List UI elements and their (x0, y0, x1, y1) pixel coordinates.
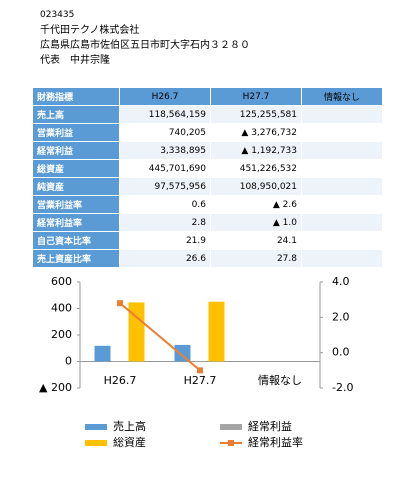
x-tick-label: H27.7 (184, 374, 217, 387)
value-cell: 451,226,532 (210, 159, 302, 178)
label-cell: 営業利益率 (32, 195, 120, 214)
y-tick-label: ▲ 200 (39, 381, 72, 394)
empty-cell (301, 231, 383, 250)
label-cell: 売上資産比率 (32, 249, 120, 268)
legend-swatch (85, 440, 107, 446)
marker (117, 300, 123, 307)
value-cell: 3,338,895 (119, 141, 211, 160)
value-cell: ▲ 3,276,732 (210, 123, 302, 142)
value-cell: 0.6 (119, 195, 211, 214)
value-cell: 97,575,956 (119, 177, 211, 196)
label-cell: 経常利益 (32, 141, 120, 160)
y-tick-label: 0 (65, 355, 72, 368)
bar (191, 361, 208, 362)
row: 経常利益 3,338,895 ▲ 1,192,733 (32, 141, 383, 160)
value-cell: 740,205 (119, 123, 211, 142)
value-cell: ▲ 1.0 (210, 213, 302, 232)
empty-cell (301, 105, 383, 124)
label-cell: 営業利益 (32, 123, 120, 142)
value-cell: 125,255,581 (210, 105, 302, 124)
empty-cell (301, 141, 383, 160)
y2-tick-label: -2.0 (332, 381, 353, 394)
row: 売上高 118,564,159 125,255,581 (32, 105, 383, 124)
label-cell: 総資産 (32, 159, 120, 178)
x-tick-label: H26.7 (104, 374, 137, 387)
y2-tick-label: 0.0 (332, 346, 350, 359)
x-tick-label: 情報なし (258, 374, 302, 387)
y2-tick-label: 4.0 (332, 275, 350, 288)
representative: 代表 中井宗隆 (40, 55, 110, 66)
empty-cell (301, 213, 383, 232)
label-cell: 自己資本比率 (32, 231, 120, 250)
row: 純資産 97,575,956 108,950,021 (32, 177, 383, 196)
bar (174, 344, 191, 362)
value-cell: 445,701,690 (119, 159, 211, 178)
row: 自己資本比率 21.9 24.1 (32, 231, 383, 250)
bar (208, 301, 225, 362)
row: 総資産 445,701,690 451,226,532 (32, 159, 383, 178)
financial-table: 財務指標 H26.7 H27.7 情報なし 売上高 118,564,159 125,255,… (32, 87, 383, 268)
value-cell: 21.9 (119, 231, 211, 250)
row: 営業利益率 0.6 ▲ 2.6 (32, 195, 383, 214)
chart: 600 400 200 0 ▲ 200 4.0 2.0 0.0 -2.0 H26.7 H27.7 情報… (39, 275, 353, 449)
value-cell: 108,950,021 (210, 177, 302, 196)
header-row: 財務指標 H26.7 H27.7 情報なし (32, 87, 383, 106)
header-cell: 財務指標 (32, 87, 120, 106)
company: 千代田テクノ株式会社 (40, 25, 140, 36)
legend-swatch (220, 424, 242, 430)
y2-tick-label: 2.0 (332, 310, 350, 323)
value-cell: ▲ 1,192,733 (210, 141, 302, 160)
bar (111, 361, 128, 362)
legend-swatch (85, 424, 107, 430)
y-tick-label: 600 (51, 275, 72, 288)
y-tick-label: 200 (51, 328, 72, 341)
header: 023435 千代田テクノ株式会社 広島県広島市佐伯区五日市町大字石内３２８０ … (40, 8, 250, 68)
empty-cell (301, 159, 383, 178)
bar (94, 345, 111, 362)
empty-cell (301, 249, 383, 268)
y-tick-label: 400 (51, 302, 72, 315)
empty-cell (301, 177, 383, 196)
legend-label: 売上高 (113, 419, 146, 433)
row: 経常利益率 2.8 ▲ 1.0 (32, 213, 383, 232)
value-cell: 26.6 (119, 249, 211, 268)
code: 023435 (40, 10, 75, 20)
legend-label: 総資産 (113, 435, 146, 449)
row: 売上資産比率 26.6 27.8 (32, 249, 383, 268)
row: 営業利益 740,205 ▲ 3,276,732 (32, 123, 383, 142)
value-cell: 2.8 (119, 213, 211, 232)
header-cell: H26.7 (119, 87, 211, 106)
header-cell: H27.7 (210, 87, 302, 106)
label-cell: 売上高 (32, 105, 120, 124)
marker (197, 367, 203, 374)
legend-label: 経常利益率 (248, 435, 303, 449)
bar (128, 302, 145, 362)
line (119, 302, 201, 372)
address: 広島県広島市佐伯区五日市町大字石内３２８０ (40, 40, 250, 51)
value-cell: 118,564,159 (119, 105, 211, 124)
label-cell: 経常利益率 (32, 213, 120, 232)
legend-swatch (228, 440, 234, 446)
label-cell: 純資産 (32, 177, 120, 196)
value-cell: ▲ 2.6 (210, 195, 302, 214)
value-cell: 24.1 (210, 231, 302, 250)
empty-cell (301, 195, 383, 214)
legend-label: 経常利益 (248, 419, 292, 433)
header-cell: 情報なし (301, 87, 383, 106)
value-cell: 27.8 (210, 249, 302, 268)
empty-cell (301, 123, 383, 142)
